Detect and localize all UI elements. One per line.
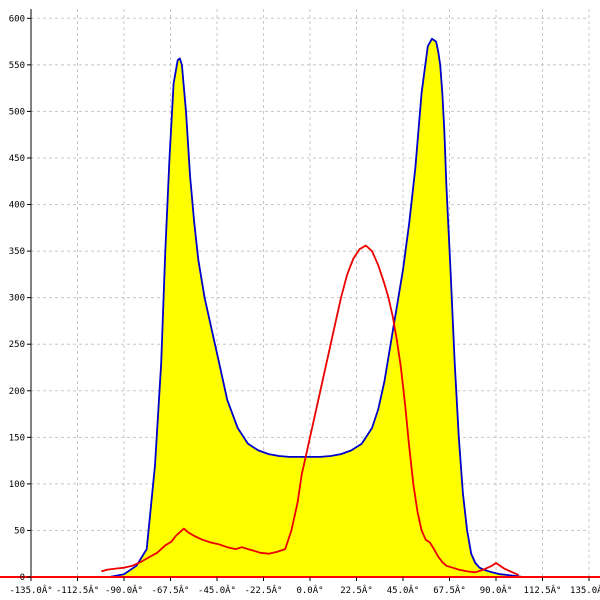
y-tick-label: 200 xyxy=(9,387,25,397)
tick-labels: 0 50 100 150 200 250 300 350 400 450 500 550 600 -135… xyxy=(9,14,600,596)
y-tick-label: 150 xyxy=(9,433,25,443)
x-tick-label: 90.0Â° xyxy=(480,584,513,596)
x-tick-label: 22.5Â° xyxy=(340,584,373,596)
y-tick-label: 100 xyxy=(9,480,25,490)
axes xyxy=(0,9,600,581)
x-tick-label: 135.0Â° xyxy=(570,584,600,596)
y-tick-label: 50 xyxy=(14,526,25,536)
series-fill xyxy=(109,38,523,578)
x-tick-label: 67.5Â° xyxy=(433,584,466,596)
x-tick-label: 0.0Â° xyxy=(296,584,323,596)
y-tick-label: 250 xyxy=(9,340,25,350)
x-tick-label: -67.5Â° xyxy=(152,584,190,596)
y-tick-label: 400 xyxy=(9,201,25,211)
y-tick-label: 350 xyxy=(9,247,25,257)
x-tick-label: 112.5Â° xyxy=(524,584,562,596)
series-1-line xyxy=(109,37,524,578)
y-tick-label: 450 xyxy=(9,154,25,164)
y-tick-label: 0 xyxy=(20,573,25,583)
y-tick-label: 600 xyxy=(9,14,25,24)
x-tick-label: -135.0Â° xyxy=(9,584,52,596)
series-2-line xyxy=(101,244,520,576)
series-1-area xyxy=(109,38,523,578)
x-tick-label: -112.5Â° xyxy=(56,584,99,596)
x-tick-label: -45.0Â° xyxy=(198,584,236,596)
series-lines xyxy=(101,37,524,578)
x-tick-label: -22.5Â° xyxy=(245,584,283,596)
y-tick-label: 500 xyxy=(9,107,25,117)
x-tick-label: 45.0Â° xyxy=(387,584,420,596)
y-tick-label: 300 xyxy=(9,294,25,304)
x-tick-label: -90.0Â° xyxy=(105,584,143,596)
y-tick-label: 550 xyxy=(9,61,25,71)
